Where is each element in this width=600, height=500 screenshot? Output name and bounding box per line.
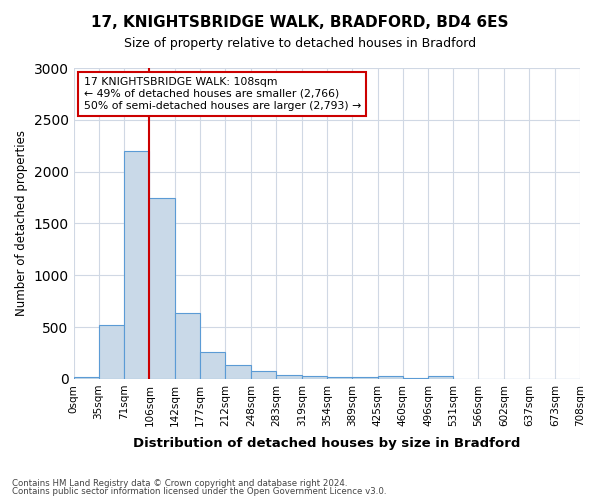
X-axis label: Distribution of detached houses by size in Bradford: Distribution of detached houses by size … (133, 437, 520, 450)
Text: Contains HM Land Registry data © Crown copyright and database right 2024.: Contains HM Land Registry data © Crown c… (12, 478, 347, 488)
Bar (377, 376, 403, 379)
Bar (149, 198, 175, 379)
Bar (276, 376, 302, 379)
Y-axis label: Number of detached properties: Number of detached properties (15, 130, 28, 316)
Bar (251, 371, 276, 379)
Text: Contains public sector information licensed under the Open Government Licence v3: Contains public sector information licen… (12, 487, 386, 496)
Text: 17, KNIGHTSBRIDGE WALK, BRADFORD, BD4 6ES: 17, KNIGHTSBRIDGE WALK, BRADFORD, BD4 6E… (91, 15, 509, 30)
Bar (175, 312, 200, 379)
Bar (428, 376, 454, 379)
Bar (403, 378, 428, 379)
Bar (74, 377, 98, 379)
Bar (302, 376, 327, 379)
Bar (98, 325, 124, 379)
Bar (352, 378, 377, 379)
Bar (124, 151, 149, 379)
Text: Size of property relative to detached houses in Bradford: Size of property relative to detached ho… (124, 38, 476, 51)
Text: 17 KNIGHTSBRIDGE WALK: 108sqm
← 49% of detached houses are smaller (2,766)
50% o: 17 KNIGHTSBRIDGE WALK: 108sqm ← 49% of d… (83, 78, 361, 110)
Bar (225, 365, 251, 379)
Bar (327, 377, 352, 379)
Bar (200, 352, 225, 379)
